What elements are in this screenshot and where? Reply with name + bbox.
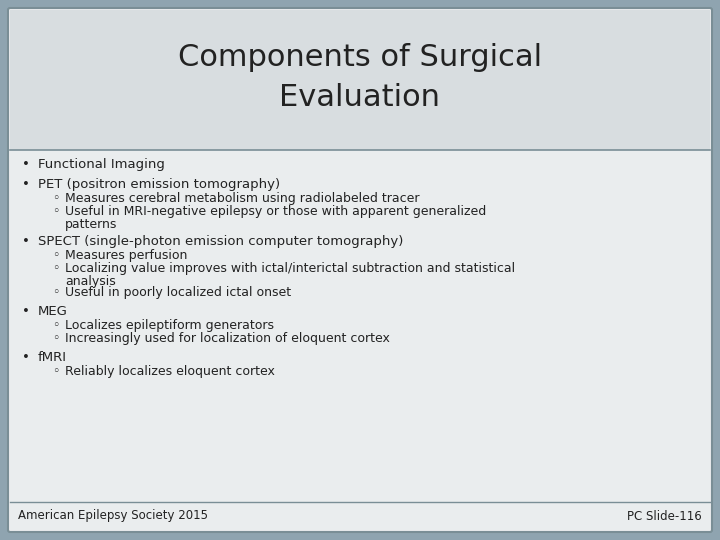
Text: Increasingly used for localization of eloquent cortex: Increasingly used for localization of el… bbox=[65, 332, 390, 345]
Text: ◦: ◦ bbox=[52, 365, 59, 378]
Text: analysis: analysis bbox=[65, 275, 116, 288]
Text: ◦: ◦ bbox=[52, 249, 59, 262]
Text: Useful in poorly localized ictal onset: Useful in poorly localized ictal onset bbox=[65, 286, 291, 299]
Text: American Epilepsy Society 2015: American Epilepsy Society 2015 bbox=[18, 510, 208, 523]
Text: •: • bbox=[22, 178, 30, 191]
Text: SPECT (single-photon emission computer tomography): SPECT (single-photon emission computer t… bbox=[38, 235, 403, 248]
Text: •: • bbox=[22, 158, 30, 171]
Text: patterns: patterns bbox=[65, 218, 117, 231]
Text: Functional Imaging: Functional Imaging bbox=[38, 158, 165, 171]
Text: ◦: ◦ bbox=[52, 319, 59, 332]
Text: •: • bbox=[22, 305, 30, 318]
Text: ◦: ◦ bbox=[52, 332, 59, 345]
Text: •: • bbox=[22, 235, 30, 248]
Text: Measures cerebral metabolism using radiolabeled tracer: Measures cerebral metabolism using radio… bbox=[65, 192, 420, 205]
Text: ◦: ◦ bbox=[52, 205, 59, 218]
Text: MEG: MEG bbox=[38, 305, 68, 318]
Text: ◦: ◦ bbox=[52, 192, 59, 205]
Text: Localizes epileptiform generators: Localizes epileptiform generators bbox=[65, 319, 274, 332]
Text: PET (positron emission tomography): PET (positron emission tomography) bbox=[38, 178, 280, 191]
Text: ◦: ◦ bbox=[52, 262, 59, 275]
Bar bbox=[10, 10, 710, 150]
Text: Localizing value improves with ictal/interictal subtraction and statistical: Localizing value improves with ictal/int… bbox=[65, 262, 515, 275]
Text: Measures perfusion: Measures perfusion bbox=[65, 249, 187, 262]
Text: Evaluation: Evaluation bbox=[279, 84, 441, 112]
Text: PC Slide-116: PC Slide-116 bbox=[627, 510, 702, 523]
Text: Useful in MRI-negative epilepsy or those with apparent generalized: Useful in MRI-negative epilepsy or those… bbox=[65, 205, 486, 218]
Text: Components of Surgical: Components of Surgical bbox=[178, 44, 542, 72]
Text: Reliably localizes eloquent cortex: Reliably localizes eloquent cortex bbox=[65, 365, 275, 378]
Text: •: • bbox=[22, 351, 30, 364]
Text: ◦: ◦ bbox=[52, 286, 59, 299]
FancyBboxPatch shape bbox=[8, 8, 712, 532]
Text: fMRI: fMRI bbox=[38, 351, 67, 364]
